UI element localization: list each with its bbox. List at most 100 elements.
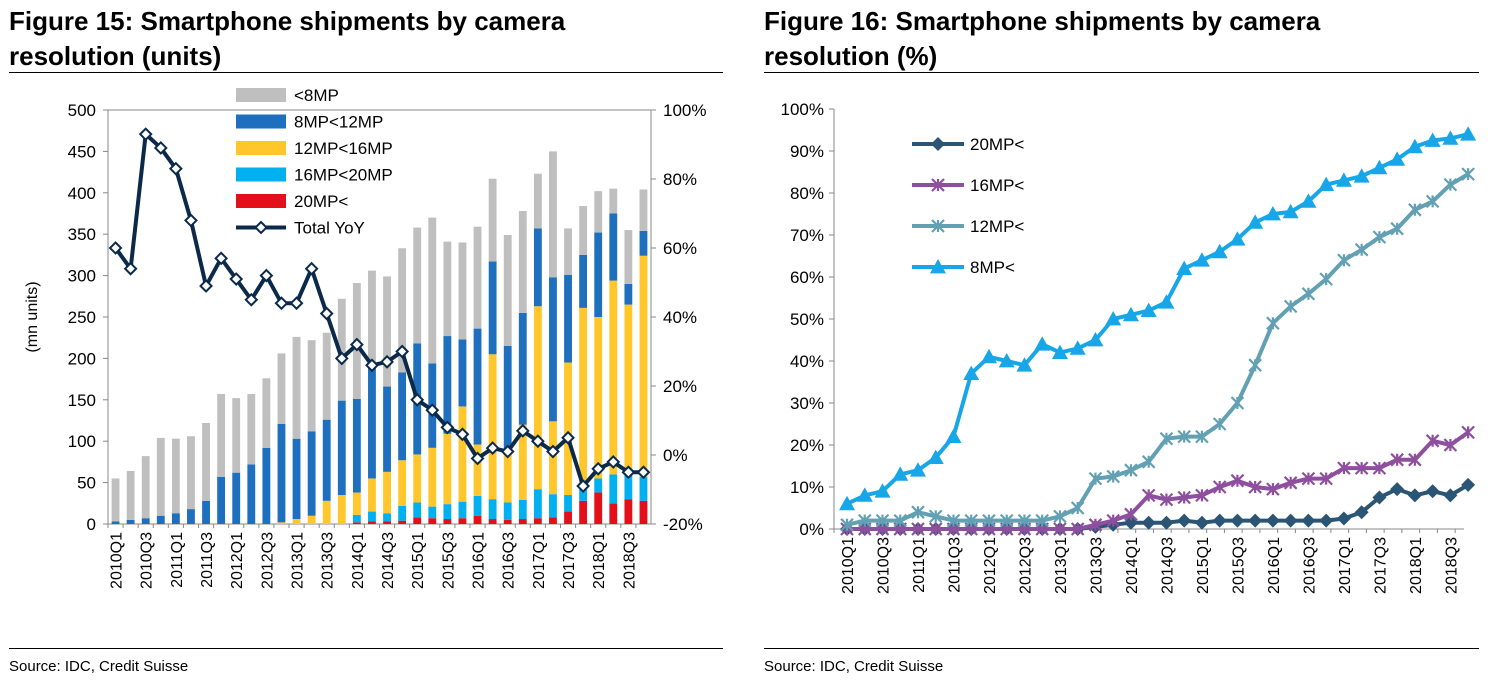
figure-15-y-tick-label: 50 <box>77 474 96 493</box>
figure-16-series-point <box>1283 299 1298 314</box>
figure-15-bar-segment <box>352 492 361 515</box>
figure-16-series-point <box>1301 513 1316 528</box>
figure-16-series-point <box>1372 230 1387 244</box>
figure-15-bar-segment <box>549 494 557 518</box>
figure-16-y-tick-label: 60% <box>790 268 824 287</box>
figure-16-series-point <box>909 462 926 477</box>
figure-16-series-point <box>1195 488 1209 503</box>
figure-16-series-point <box>1443 438 1458 452</box>
figure-16-series-point <box>1159 492 1174 507</box>
figure-15-yoy-point <box>289 296 304 311</box>
figure-15-legend-label: Total YoY <box>294 219 365 238</box>
figure-16-series-point <box>1266 316 1280 330</box>
figure-15-bar-segment <box>141 456 150 519</box>
figure-16-series-point <box>1461 167 1475 181</box>
figure-16-series-point <box>946 513 961 528</box>
figure-16-x-tick-label: 2013Q3 <box>1088 537 1105 594</box>
figure-16-series-point <box>945 428 962 443</box>
figure-15-legend-label: <8MP <box>294 86 339 105</box>
figure-16-x-tick-label: 2016Q3 <box>1301 537 1318 594</box>
figure-15-yoy-point <box>184 213 198 228</box>
figure-16-series-point <box>1051 344 1068 359</box>
figure-16-series-point <box>1336 511 1351 526</box>
figure-15-legend-label: 8MP<12MP <box>294 113 383 132</box>
figure-15-bar-segment <box>398 460 407 506</box>
figure-15-bar-segment <box>413 502 422 518</box>
figure-15-x-tick-label: 2014Q3 <box>380 532 397 589</box>
figure-16-x-tick-label: 2014Q1 <box>1124 537 1141 594</box>
figure-15-bar-segment <box>322 500 331 524</box>
figure-15-yoy-point <box>561 430 575 445</box>
figure-15-bar-segment <box>518 312 527 425</box>
figure-16-series-point <box>1424 132 1441 147</box>
figure-16-series-point <box>1301 471 1316 486</box>
figure-15-bar-segment <box>443 241 452 337</box>
figure-15-title: Figure 15: Smartphone shipments by camer… <box>9 4 565 74</box>
figure-15-legend-label: 12MP<16MP <box>294 139 393 158</box>
figure-16-series-point <box>1390 482 1405 497</box>
figure-15-x-tick-label: 2016Q1 <box>471 532 488 589</box>
figure-16-y-tick-label: 90% <box>790 142 824 161</box>
figure-15-bar-segment <box>579 254 588 308</box>
figure-16-x-tick-label: 2018Q1 <box>1408 537 1425 594</box>
figure-16-series-point <box>875 513 890 528</box>
figure-16-series-point <box>1354 461 1369 475</box>
figure-15-bar-segment <box>518 211 527 313</box>
figure-16-legend-marker <box>931 219 945 233</box>
figure-15-bar-segment <box>126 471 135 520</box>
figure-15-bar-segment <box>202 500 210 524</box>
figure-16-series-point <box>927 449 944 464</box>
figure-15-yoy-point <box>365 358 379 373</box>
figure-15-bar-segment <box>458 406 467 502</box>
figure-15-y-tick-label: 300 <box>68 267 96 286</box>
figure-15-bar-segment <box>398 520 407 524</box>
figure-16-series-point <box>1106 469 1120 484</box>
figure-16-series-point <box>1229 231 1246 246</box>
figure-15-bar-segment <box>171 513 180 524</box>
figure-16-series-point <box>1443 488 1458 503</box>
figure-16-series-point <box>1407 488 1422 503</box>
figure-16-x-tick-label: 2012Q3 <box>1017 537 1034 594</box>
figure-15-bar-segment <box>609 213 618 281</box>
figure-15-bar-segment <box>413 454 422 503</box>
figure-16-series-point <box>839 495 855 511</box>
figure-16-series-point <box>1122 306 1139 322</box>
figure-15-bar-segment <box>549 277 557 422</box>
figure-16-x-tick-label: 2017Q1 <box>1337 537 1354 594</box>
figure-16-series-point <box>1461 425 1475 440</box>
figure-16-series-point <box>1354 505 1369 520</box>
figure-16-series-point <box>1265 513 1280 528</box>
figure-16-series-point <box>840 518 854 532</box>
figure-15-yoy-point <box>229 272 244 286</box>
figure-15-bar-segment <box>533 489 542 519</box>
figure-15-bar-segment <box>383 471 391 514</box>
figure-16-series-point <box>1372 490 1387 505</box>
figure-15-legend-swatch <box>236 88 286 102</box>
figure-15-yoy-point <box>410 392 425 407</box>
figure-16-x-tick-label: 2014Q3 <box>1159 537 1176 594</box>
figure-15-x-tick-label: 2018Q1 <box>591 532 608 589</box>
figure-15-yoy-point <box>199 279 213 293</box>
figure-16-footer-rule <box>764 648 1479 649</box>
figure-15-x-tick-label: 2012Q3 <box>259 532 276 589</box>
figure-16-series-point <box>1194 515 1209 530</box>
figure-16-series-point <box>964 513 979 528</box>
figure-15-legend-swatch <box>236 167 286 182</box>
figure-16-series-point <box>1264 206 1281 221</box>
figure-15-yoy-point <box>591 461 606 476</box>
figure-16-series-point <box>1212 513 1227 528</box>
figure-15-yoy-point <box>546 444 560 459</box>
figure-16-series-point <box>1177 490 1191 505</box>
figure-15-title-rule <box>9 72 723 73</box>
figure-15-yoy-point <box>606 454 621 469</box>
figure-16-series-point <box>911 505 925 519</box>
figure-15-bar-segment <box>292 438 301 520</box>
figure-16-series-point <box>1283 513 1298 528</box>
figure-15-bar-segment <box>383 386 391 472</box>
figure-16-series-point <box>1177 429 1191 444</box>
figure-16-series-point <box>1035 513 1049 528</box>
figure-16-series-point <box>1159 515 1174 530</box>
figure-16-series-point <box>1248 513 1263 528</box>
figure-16-series-point <box>857 513 872 528</box>
figure-15-bar-segment <box>307 340 316 432</box>
